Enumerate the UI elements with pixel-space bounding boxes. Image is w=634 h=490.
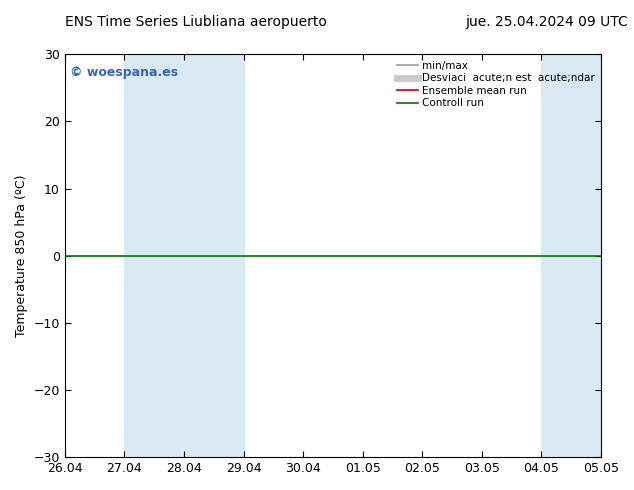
Bar <box>124 54 243 457</box>
Bar <box>541 54 634 457</box>
Text: jue. 25.04.2024 09 UTC: jue. 25.04.2024 09 UTC <box>465 15 628 29</box>
Text: © woespana.es: © woespana.es <box>70 66 178 79</box>
Y-axis label: Temperature 850 hPa (ºC): Temperature 850 hPa (ºC) <box>15 174 28 337</box>
Legend: min/max, Desviaci  acute;n est  acute;ndar, Ensemble mean run, Controll run: min/max, Desviaci acute;n est acute;ndar… <box>393 56 599 113</box>
Text: ENS Time Series Liubliana aeropuerto: ENS Time Series Liubliana aeropuerto <box>65 15 327 29</box>
